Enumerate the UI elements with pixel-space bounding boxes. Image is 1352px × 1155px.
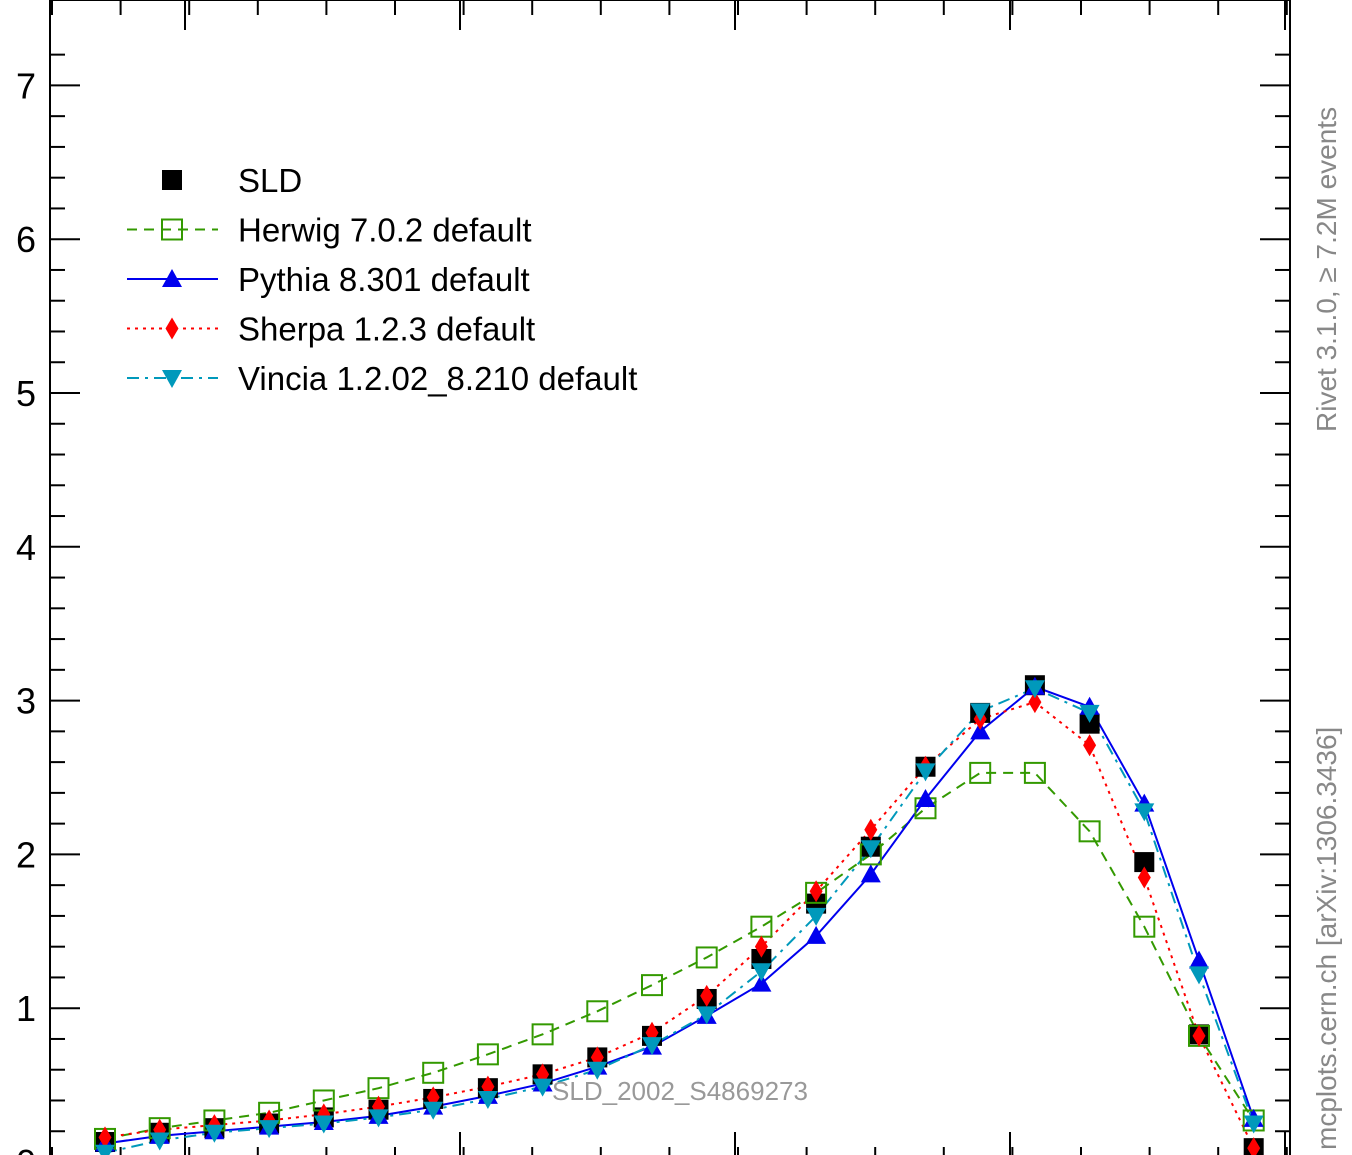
y-tick-label: 0: [16, 1142, 36, 1155]
data-point: [695, 946, 718, 969]
data-point: [1243, 1115, 1264, 1134]
data-point: [860, 840, 881, 859]
data-point: [259, 1120, 280, 1139]
data-point: [477, 1090, 498, 1109]
data-point: [1024, 680, 1045, 699]
legend-label: Pythia 8.301 default: [238, 261, 530, 298]
data-point: [641, 974, 663, 997]
series-line: [104, 685, 1255, 1145]
y-tick-label: 1: [16, 988, 36, 1029]
legend-label: Herwig 7.0.2 default: [238, 212, 532, 249]
data-point: [587, 1061, 608, 1080]
y-tick-label: 6: [16, 219, 36, 260]
watermark-label: SLD_2002_S4869273: [552, 1076, 808, 1106]
data-point: [750, 915, 773, 938]
legend: SLD Herwig 7.0.2 default Pythia 8.301 defa…: [127, 162, 637, 397]
plot-frame: [49, 0, 1291, 1155]
data-point: [915, 789, 936, 808]
y-tick-label: 3: [16, 681, 36, 722]
data-point: [969, 761, 992, 784]
y-tick-label: 7: [16, 65, 36, 106]
series-line: [104, 687, 1255, 1154]
y-tick-label: 2: [16, 834, 36, 875]
series-lines: [104, 685, 1255, 1154]
data-point: [476, 1043, 499, 1066]
legend-marker: [165, 317, 179, 340]
y-tick-label: 5: [16, 373, 36, 414]
y-tick-label: 4: [16, 527, 36, 568]
mcplots-reference-label: mcplots.cern.ch [arXiv:1306.3436]: [1311, 727, 1342, 1150]
data-point: [586, 1000, 609, 1023]
legend-label: SLD: [238, 162, 302, 199]
data-point: [1023, 761, 1046, 784]
legend-marker: [162, 370, 182, 388]
data-point: [532, 1078, 553, 1097]
legend-marker: [161, 218, 183, 241]
data-point: [864, 818, 878, 841]
data-point: [860, 864, 881, 883]
data-point: [149, 1132, 170, 1151]
data-point: [1137, 866, 1151, 889]
data-point: [970, 721, 991, 740]
rivet-version-label: Rivet 3.1.0, ≥ 7.2M events: [1311, 107, 1342, 432]
data-point: [204, 1124, 225, 1143]
data-point: [806, 907, 827, 926]
data-point: [422, 1061, 445, 1084]
data-point: [423, 1101, 444, 1120]
axis-ticks: [50, 0, 1290, 1155]
data-point: [1078, 820, 1101, 843]
data-point: [1192, 1024, 1206, 1047]
data-point: [806, 925, 827, 944]
series-line: [104, 771, 1255, 1140]
data-point: [809, 880, 823, 903]
series-markers: [94, 675, 1265, 1155]
data-point: [1133, 915, 1156, 938]
data-point: [368, 1109, 389, 1128]
data-point: [1189, 950, 1209, 969]
data-point: [1079, 713, 1100, 734]
legend-marker: [162, 269, 182, 287]
data-point: [915, 763, 936, 782]
legend-label: Vincia 1.2.02_8.210 default: [238, 360, 637, 397]
legend-label: Sherpa 1.2.3 default: [238, 311, 535, 348]
data-point: [696, 1006, 717, 1025]
data-point: [1134, 852, 1155, 873]
y-tick-labels: 0 1 2 3 4 5 6 7: [16, 65, 36, 1155]
legend-marker: [162, 170, 182, 190]
data-point: [95, 1144, 115, 1155]
data-point: [751, 973, 772, 992]
data-point: [751, 963, 772, 982]
data-point: [1028, 691, 1042, 714]
data-point: [642, 1037, 662, 1056]
data-point: [754, 935, 768, 958]
data-point: [1189, 966, 1209, 985]
data-point: [700, 984, 714, 1007]
data-point: [1247, 1137, 1261, 1155]
series-line: [104, 701, 1255, 1149]
data-point: [1079, 704, 1100, 723]
data-point: [1083, 734, 1097, 757]
data-point: [970, 703, 991, 722]
data-point: [313, 1115, 334, 1134]
data-point: [531, 1023, 554, 1046]
data-point: [98, 1126, 112, 1149]
data-point: [1134, 803, 1155, 822]
